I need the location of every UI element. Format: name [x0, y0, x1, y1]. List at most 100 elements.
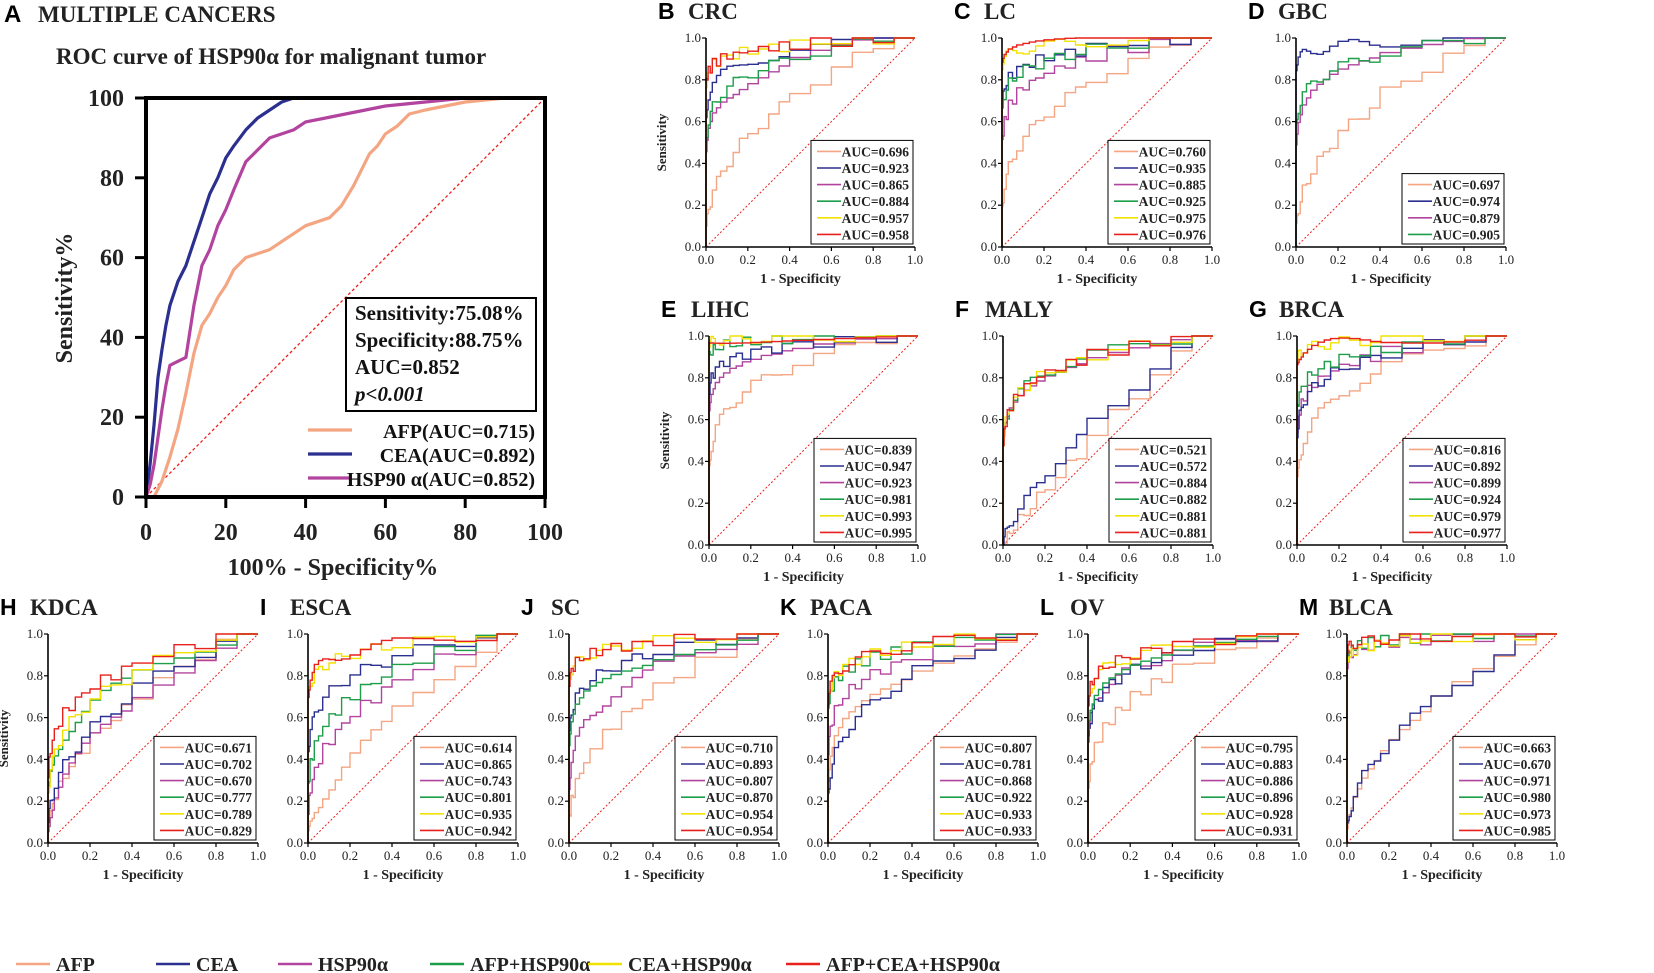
panel-A: A MULTIPLE CANCERS ROC curve of HSP90α for…	[4, 1, 563, 581]
y-tick-label: 0.8	[548, 668, 564, 683]
y-tick-label: 0.8	[1275, 72, 1291, 87]
auc-value: AUC=0.885	[1139, 178, 1207, 193]
reference-diagonal	[705, 37, 916, 248]
y-tick-label: 0.2	[982, 495, 998, 510]
x-tick-label: 0	[140, 520, 152, 546]
panel-letter: E	[661, 296, 676, 322]
x-tick-label: 20	[214, 520, 238, 546]
x-tick-label: 0.0	[1289, 550, 1305, 565]
y-tick-label: 0.8	[1067, 668, 1083, 683]
y-tick-label: 0.0	[287, 835, 303, 850]
panel-M: M BLCA 0.00.0 0.2 0.2 0.4 0.4 0.6 0.6 0.8 0.8 1.0 1.…	[1299, 594, 1565, 883]
y-tick-label: 0.2	[1276, 495, 1292, 510]
legend-label-HSP90a: HSP90α	[318, 954, 388, 973]
roc-line-AFP+CEA+HSP90a	[1087, 633, 1299, 843]
auc-value: AUC=0.974	[1433, 194, 1501, 209]
roc-line-AFP	[1296, 335, 1507, 545]
x-tick-label: 0.0	[701, 550, 717, 565]
x-tick-label: 0.8	[868, 550, 884, 565]
x-tick-label: 0.6	[1121, 550, 1138, 565]
auc-value: AUC=0.971	[1484, 774, 1552, 789]
auc-value: AUC=0.795	[1226, 740, 1294, 755]
panel-name: PACA	[810, 595, 873, 620]
roc-line-HSP90a	[307, 633, 518, 843]
legend-label-AFP: AFP	[56, 954, 95, 973]
roc-line-AFP	[1087, 633, 1299, 843]
y-tick-label: 0.2	[685, 197, 701, 212]
auc-value: AUC=0.995	[845, 525, 913, 540]
y-tick-label: 0.6	[27, 710, 44, 725]
roc-line-HSP90a	[1295, 37, 1506, 247]
reference-diagonal	[307, 633, 519, 844]
x-tick-label: 0.8	[1162, 252, 1178, 267]
auc-value: AUC=0.976	[1139, 227, 1207, 242]
auc-value: AUC=0.935	[445, 807, 513, 822]
panel-I: I ESCA 0.00.0 0.2 0.2 0.4 0.4 0.6 0.6 0.8 0.8 1.0 1.…	[260, 594, 526, 883]
roc-line-AFP	[146, 96, 545, 499]
roc-line-AFP+CEA+HSP90a	[705, 37, 915, 247]
y-tick-label: 1.0	[688, 328, 704, 343]
auc-value: AUC=0.980	[1484, 790, 1552, 805]
x-tick-label: 1.0	[1549, 848, 1565, 863]
auc-value: AUC=0.886	[1226, 774, 1294, 789]
y-tick-label: 0.4	[981, 155, 998, 170]
x-tick-label: 0.6	[687, 848, 704, 863]
x-tick-label: 0.6	[166, 848, 183, 863]
roc-line-CEA	[1001, 37, 1212, 247]
x-tick-label: 0.4	[1078, 252, 1095, 267]
y-tick-label: 0.8	[1326, 668, 1342, 683]
x-tick-label: 0.8	[988, 848, 1004, 863]
roc-line-AFP	[307, 633, 518, 843]
x-tick-label: 0.4	[1372, 252, 1389, 267]
x-tick-label: 0.6	[823, 252, 840, 267]
panel-name: GBC	[1278, 0, 1328, 24]
panel-name: BLCA	[1329, 595, 1393, 620]
x-tick-label: 0.6	[426, 848, 443, 863]
auc-value: AUC=0.801	[445, 790, 513, 805]
x-tick-label: 0.4	[124, 848, 141, 863]
roc-line-AFP+CEA+HSP90a	[47, 633, 258, 843]
panel-letter: G	[1249, 296, 1267, 322]
legend-label-CEA: CEA(AUC=0.892)	[380, 445, 535, 467]
y-tick-label: 0.8	[27, 668, 43, 683]
y-tick-label: 0.2	[27, 793, 43, 808]
panel-letter: M	[1299, 594, 1318, 620]
auc-value: AUC=0.807	[706, 774, 774, 789]
y-tick-label: 0.6	[807, 710, 824, 725]
x-tick-label: 0.0	[1080, 848, 1096, 863]
y-tick-label: 0.0	[688, 537, 704, 552]
y-tick-label: 1.0	[1326, 626, 1342, 641]
panel-name: BRCA	[1279, 297, 1345, 322]
panel-letter: L	[1040, 594, 1054, 620]
x-tick-label: 0.2	[862, 848, 878, 863]
y-axis-label: Sensitivity%	[52, 233, 78, 364]
roc-line-CEA	[1002, 335, 1213, 546]
x-axis-label: 1 - Specificity	[363, 868, 444, 883]
y-tick-label: 0.8	[685, 72, 701, 87]
roc-line-AFP+CEA+HSP90a	[1002, 335, 1213, 545]
reference-diagonal	[708, 335, 919, 546]
x-tick-label: 0.0	[1288, 252, 1304, 267]
y-tick-label: 0.8	[688, 370, 704, 385]
auc-value: AUC=0.710	[706, 740, 774, 755]
figure-legend: AFP CEA HSP90α AFP+HSP90α CEA+HSP90α AFP+CEA+…	[16, 954, 1000, 973]
legend-label-AFP+HSP90a: AFP+HSP90α	[470, 954, 590, 973]
x-tick-label: 1.0	[907, 252, 923, 267]
roc-line-AFP+CEA+HSP90a	[1296, 335, 1507, 545]
auc-value: AUC=0.671	[185, 740, 253, 755]
panel-letter: F	[955, 296, 969, 322]
auc-value: AUC=0.923	[842, 161, 910, 176]
auc-value: AUC=0.572	[1140, 459, 1208, 474]
panel-name: CRC	[688, 0, 738, 24]
auc-value: AUC=0.807	[965, 740, 1033, 755]
panel-D: D GBC 0.00.0 0.2 0.2 0.4 0.4 0.6 0.6 0.8 0.8 1.0 1.0…	[1248, 0, 1514, 287]
reference-diagonal	[568, 633, 780, 844]
y-tick-label: 100	[88, 86, 124, 112]
auc-value: AUC=0.789	[185, 807, 253, 822]
auc-value: AUC=0.893	[706, 757, 774, 772]
auc-value: AUC=0.954	[706, 807, 774, 822]
x-tick-label: 0.2	[1122, 848, 1138, 863]
auc-value: AUC=0.884	[1140, 476, 1208, 491]
x-tick-label: 0.0	[698, 252, 714, 267]
auc-value: AUC=0.663	[1484, 740, 1552, 755]
